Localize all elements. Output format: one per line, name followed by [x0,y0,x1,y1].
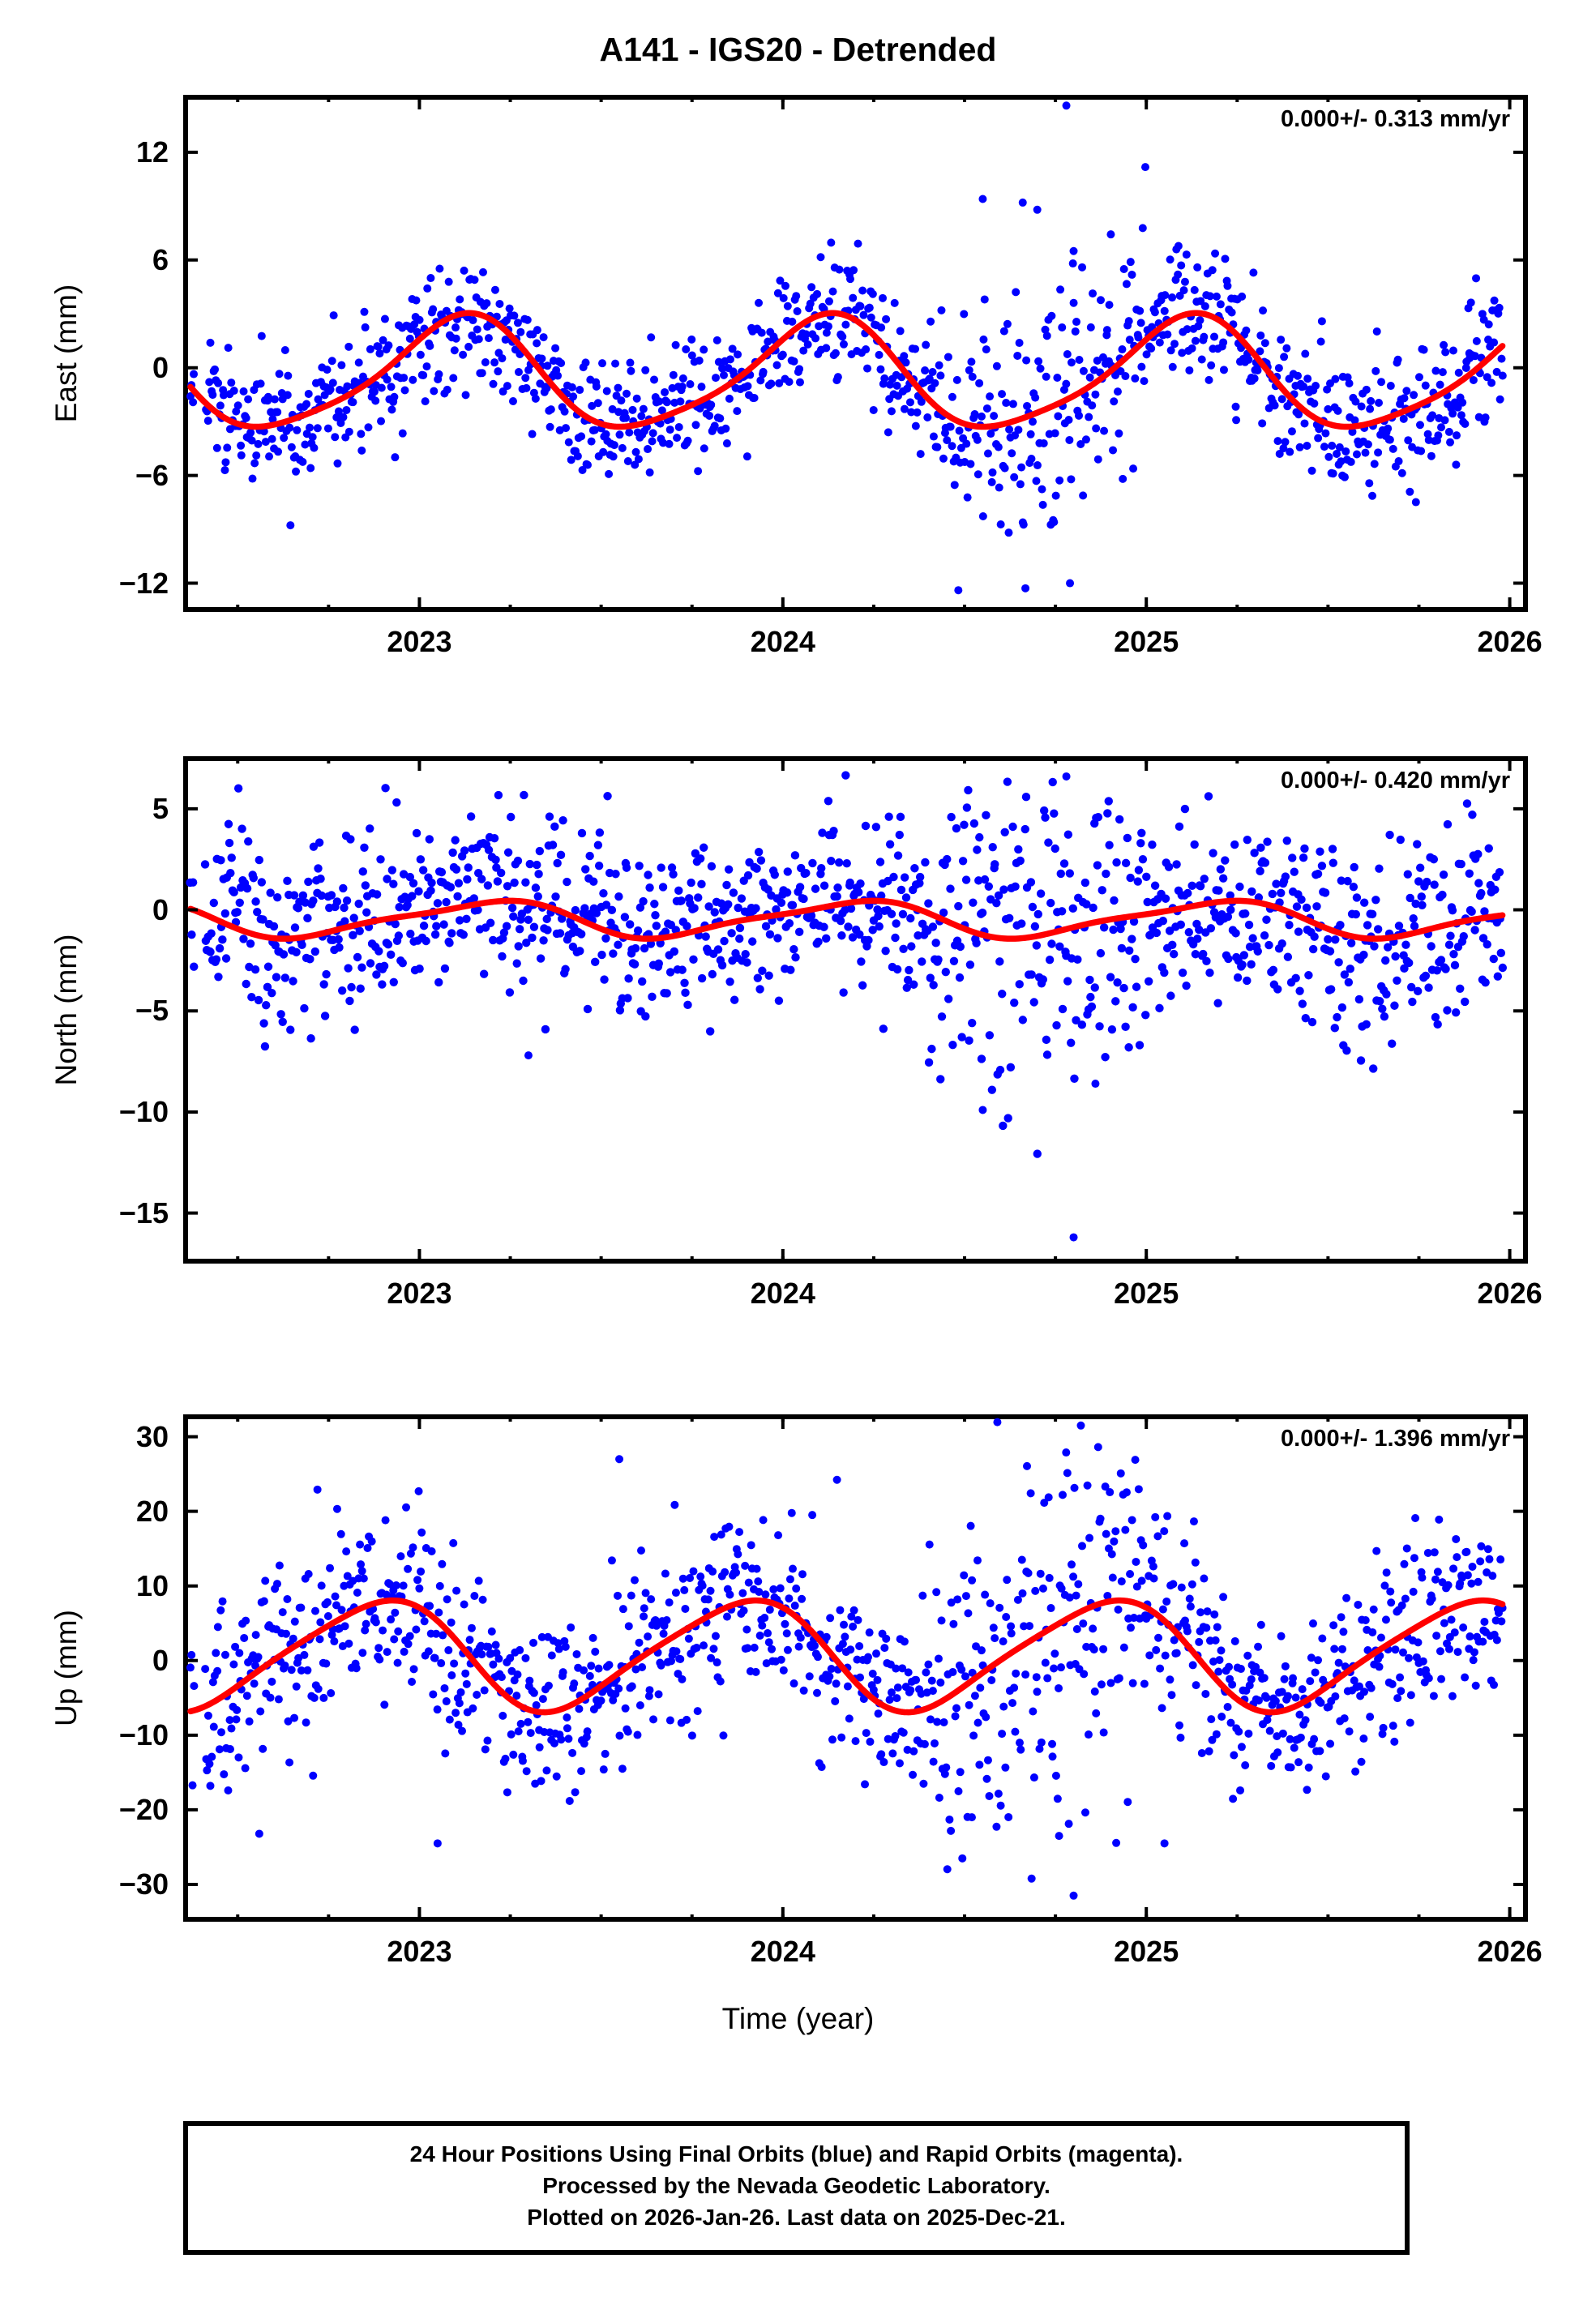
xtick-label: 2026 [1477,1277,1543,1310]
footer-line-2: Processed by the Nevada Geodetic Laborat… [542,2173,1050,2198]
ytick-label: 0 [152,892,169,926]
panel-north-plot [183,756,1528,1264]
rate-label-north: 0.000+/- 0.420 mm/yr [1281,768,1510,793]
ytick-label: 30 [135,1419,169,1453]
ytick-label: 0 [152,1643,169,1677]
xtick-label: 2025 [1114,1935,1179,1968]
footer-line-1: 24 Hour Positions Using Final Orbits (bl… [409,2141,1183,2167]
ytick-label: 20 [135,1494,169,1528]
xtick-label: 2026 [1477,625,1543,658]
xtick-label: 2023 [387,625,452,658]
ytick-label: 6 [152,242,169,276]
ytick-label: −15 [118,1196,169,1230]
panel-up: 0.000+/- 1.396 mm/yr [183,1414,1528,1922]
ytick-label: 10 [135,1568,169,1602]
ytick-label: −12 [118,566,169,600]
ytick-label: 12 [135,135,169,169]
panel-east: 0.000+/- 0.313 mm/yr [183,95,1528,612]
axis-title-time: Time (year) [721,2002,875,2035]
axis-title-north: North (mm) [49,934,83,1086]
panel-north: 0.000+/- 0.420 mm/yr [183,756,1528,1264]
ytick-label: −6 [135,458,169,492]
panel-up-frame [183,1414,1528,1922]
rate-label-east: 0.000+/- 0.313 mm/yr [1281,106,1510,132]
xtick-label: 2025 [1114,625,1179,658]
rate-label-up: 0.000+/- 1.396 mm/yr [1281,1426,1510,1452]
axis-title-up: Up (mm) [49,1610,83,1726]
ytick-label: −10 [118,1094,169,1128]
xtick-label: 2024 [750,625,815,658]
ytick-label: 5 [152,791,169,825]
panel-up-plot [183,1414,1528,1922]
footer-line-3: Plotted on 2026-Jan-26. Last data on 202… [527,2205,1066,2230]
panel-east-plot [183,95,1528,612]
xtick-label: 2023 [387,1935,452,1968]
ytick-label: −5 [135,994,169,1028]
xtick-label: 2024 [750,1277,815,1310]
footer-note-box: 24 Hour Positions Using Final Orbits (bl… [183,2121,1410,2255]
axis-title-east: East (mm) [49,284,83,423]
xtick-label: 2023 [387,1277,452,1310]
xtick-label: 2025 [1114,1277,1179,1310]
ytick-label: −10 [118,1717,169,1752]
ytick-label: −20 [118,1792,169,1826]
page-title: A141 - IGS20 - Detrended [599,31,997,68]
ytick-label: 0 [152,350,169,384]
xtick-label: 2024 [750,1935,815,1968]
ytick-label: −30 [118,1867,169,1901]
panel-north-frame [183,756,1528,1264]
xtick-label: 2026 [1477,1935,1543,1968]
